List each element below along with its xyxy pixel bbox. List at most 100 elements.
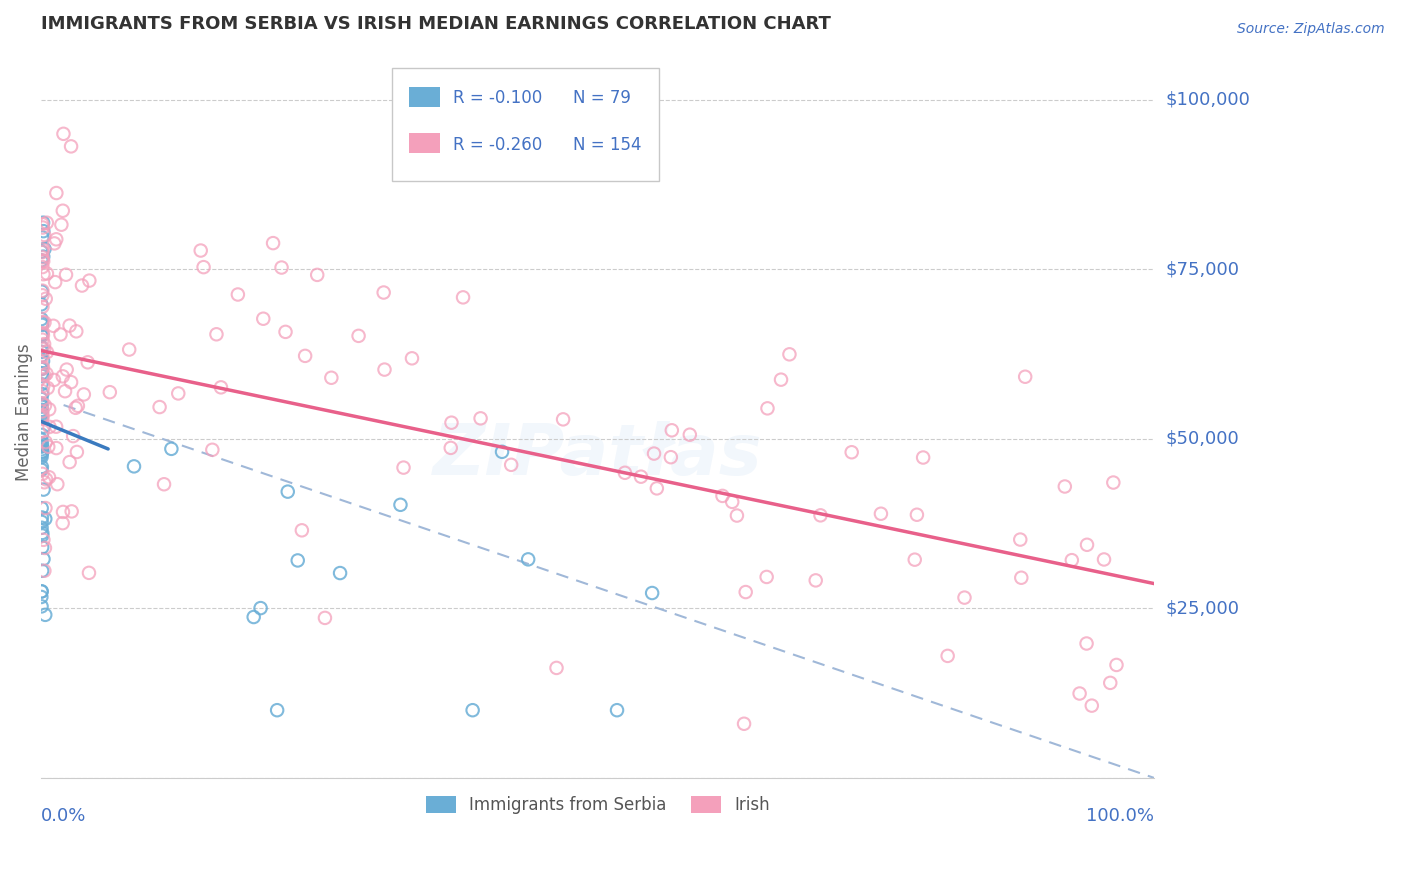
Point bbox=[733, 716, 755, 731]
Point bbox=[38, 402, 60, 417]
Point bbox=[314, 611, 336, 625]
Point bbox=[31, 285, 53, 299]
Point bbox=[266, 703, 288, 717]
Point bbox=[613, 466, 636, 480]
Point bbox=[30, 377, 52, 392]
Point bbox=[31, 326, 53, 340]
Point bbox=[31, 459, 53, 474]
Point bbox=[31, 564, 53, 578]
Point bbox=[30, 312, 52, 326]
Point bbox=[32, 483, 55, 497]
Point bbox=[551, 412, 574, 426]
Point bbox=[205, 327, 228, 342]
Point bbox=[32, 267, 55, 281]
Point bbox=[630, 469, 652, 483]
Point bbox=[392, 460, 415, 475]
Point bbox=[401, 351, 423, 366]
Point bbox=[291, 524, 314, 538]
Point bbox=[30, 447, 52, 461]
Point bbox=[31, 501, 53, 516]
Point bbox=[307, 268, 329, 282]
Point bbox=[35, 292, 58, 306]
Point bbox=[31, 525, 53, 540]
Point bbox=[34, 501, 56, 516]
Point bbox=[30, 463, 52, 477]
Point bbox=[34, 399, 56, 413]
Point bbox=[936, 648, 959, 663]
Point bbox=[32, 216, 55, 230]
Point bbox=[1076, 636, 1098, 650]
Point bbox=[34, 242, 56, 256]
Point bbox=[30, 362, 52, 376]
Point bbox=[32, 359, 55, 374]
Point bbox=[66, 445, 89, 459]
Point bbox=[841, 445, 863, 459]
Y-axis label: Median Earnings: Median Earnings bbox=[15, 343, 32, 481]
Point bbox=[31, 230, 53, 244]
Text: 0.0%: 0.0% bbox=[41, 807, 87, 825]
Point bbox=[470, 411, 492, 425]
Point bbox=[31, 245, 53, 260]
Point bbox=[734, 585, 756, 599]
Point bbox=[52, 505, 75, 519]
Point bbox=[31, 428, 53, 442]
Point bbox=[37, 381, 59, 395]
Point bbox=[193, 260, 215, 274]
Point bbox=[30, 433, 52, 447]
Point bbox=[31, 515, 53, 529]
Point bbox=[31, 217, 53, 231]
Point bbox=[122, 459, 145, 474]
Point bbox=[32, 227, 55, 242]
Point bbox=[153, 477, 176, 491]
Point bbox=[31, 318, 53, 332]
Point bbox=[45, 186, 67, 200]
Point bbox=[1081, 698, 1104, 713]
Point bbox=[66, 399, 89, 413]
Point bbox=[31, 411, 53, 425]
Point bbox=[31, 444, 53, 458]
Point bbox=[32, 354, 55, 368]
Point bbox=[30, 392, 52, 406]
Point bbox=[373, 285, 395, 300]
Point bbox=[30, 584, 52, 599]
Point bbox=[287, 553, 309, 567]
Point bbox=[44, 275, 66, 289]
Point bbox=[32, 419, 55, 434]
Point bbox=[52, 203, 75, 218]
Point bbox=[321, 370, 343, 384]
Point bbox=[262, 236, 284, 251]
Point bbox=[31, 541, 53, 555]
Point bbox=[270, 260, 292, 275]
Point bbox=[35, 345, 58, 359]
Point bbox=[32, 250, 55, 264]
Point bbox=[491, 445, 513, 459]
Point bbox=[31, 450, 53, 465]
Point bbox=[711, 489, 734, 503]
Point bbox=[294, 349, 316, 363]
Point bbox=[31, 251, 53, 265]
Point bbox=[389, 498, 412, 512]
Point bbox=[252, 311, 274, 326]
Point bbox=[31, 397, 53, 411]
Point bbox=[905, 508, 928, 522]
Point bbox=[440, 416, 463, 430]
Point bbox=[34, 607, 56, 622]
Point bbox=[31, 521, 53, 535]
Point bbox=[31, 328, 53, 343]
Point bbox=[451, 290, 474, 304]
Point bbox=[60, 139, 83, 153]
Point bbox=[76, 355, 98, 369]
Point bbox=[329, 566, 352, 580]
Point bbox=[30, 590, 52, 604]
Point bbox=[546, 661, 568, 675]
Point bbox=[160, 442, 183, 456]
Point bbox=[149, 400, 172, 414]
Point bbox=[30, 439, 52, 453]
Point bbox=[32, 533, 55, 547]
Point bbox=[34, 475, 56, 490]
Point bbox=[31, 510, 53, 524]
Point bbox=[1060, 553, 1083, 567]
Point bbox=[440, 441, 463, 455]
Point bbox=[1053, 479, 1076, 493]
Point bbox=[59, 455, 82, 469]
